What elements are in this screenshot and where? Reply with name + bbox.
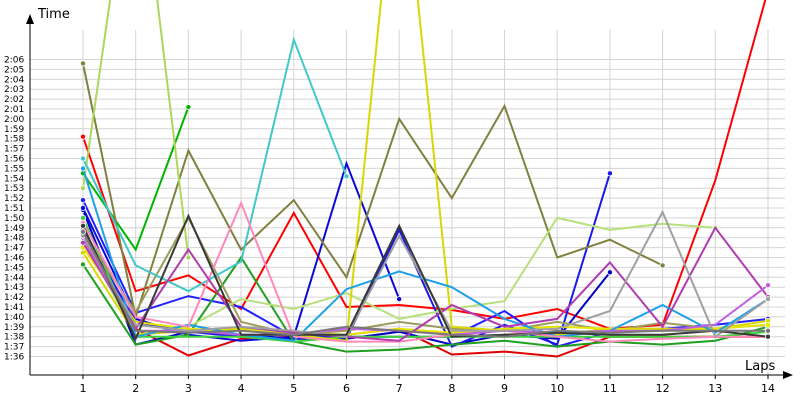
axes: Time Laps (26, 7, 793, 379)
series-point (80, 155, 87, 162)
series-point (606, 269, 613, 276)
y-tick-label: 1:48 (4, 234, 24, 244)
x-tick-label: 1 (80, 382, 87, 395)
x-tick-label: 2 (132, 382, 139, 395)
series-point (80, 261, 87, 268)
y-tick-label: 2:06 (4, 56, 24, 66)
series-line (82, 106, 190, 252)
y-tick-label: 1:53 (4, 184, 24, 194)
y-tick-label: 1:47 (4, 244, 24, 254)
series-point (80, 222, 87, 229)
series-point (396, 296, 403, 303)
y-tick-label: 1:45 (4, 263, 24, 273)
series-point (80, 185, 87, 192)
series-line (82, 0, 767, 330)
x-tick-label: 5 (290, 382, 297, 395)
series-16 (80, 36, 350, 293)
y-tick-label: 2:04 (4, 75, 24, 85)
y-tick-label: 1:41 (4, 303, 24, 313)
y-tick-label: 1:55 (4, 164, 24, 174)
y-axis-title: Time (37, 7, 70, 22)
series-point (765, 296, 772, 303)
series-line (82, 213, 769, 342)
x-tick-label: 8 (448, 382, 455, 395)
series-lines (80, 0, 772, 358)
series-point (80, 214, 87, 221)
series-point (765, 333, 772, 340)
series-point (80, 228, 87, 235)
y-tick-label: 1:38 (4, 333, 24, 343)
series-point (80, 204, 87, 211)
x-tick-label: 6 (343, 382, 350, 395)
tick-labels: 1:361:371:381:391:401:411:421:431:441:45… (4, 56, 775, 396)
y-tick-label: 1:43 (4, 283, 24, 293)
series-point (185, 254, 192, 261)
series-23 (80, 228, 772, 338)
y-tick-label: 1:42 (4, 293, 24, 303)
series-point (80, 165, 87, 172)
series-point (765, 327, 772, 334)
series-22 (80, 213, 772, 342)
x-tick-label: 10 (550, 382, 564, 395)
y-tick-label: 1:51 (4, 204, 24, 214)
x-axis-title: Laps (745, 359, 775, 374)
x-tick-label: 14 (761, 382, 775, 395)
y-tick-label: 1:44 (4, 273, 24, 283)
y-tick-label: 2:03 (4, 85, 24, 95)
y-tick-label: 1:37 (4, 343, 24, 353)
y-tick-label: 2:02 (4, 95, 24, 105)
series-point (80, 133, 87, 140)
series-point (765, 321, 772, 328)
y-tick-label: 1:59 (4, 125, 24, 135)
y-tick-label: 1:50 (4, 214, 24, 224)
x-tick-label: 3 (185, 382, 192, 395)
series-point (765, 282, 772, 289)
y-tick-label: 2:00 (4, 115, 24, 125)
series-line (82, 200, 768, 343)
x-tick-label: 12 (656, 382, 670, 395)
series-line (82, 231, 768, 338)
series-point (80, 60, 87, 67)
y-tick-label: 2:05 (4, 65, 24, 75)
x-tick-label: 7 (396, 382, 403, 395)
series-point (185, 104, 192, 111)
y-tick-label: 1:52 (4, 194, 24, 204)
x-tick-label: 11 (603, 382, 617, 395)
x-axis-arrow (783, 371, 793, 379)
y-tick-label: 1:46 (4, 254, 24, 264)
series-1 (80, 0, 767, 330)
series-point (606, 170, 613, 177)
y-tick-label: 1:49 (4, 224, 24, 234)
x-tick-label: 9 (501, 382, 508, 395)
series-line (82, 217, 769, 343)
y-tick-label: 1:54 (4, 174, 24, 184)
series-point (659, 262, 666, 269)
y-tick-label: 1:58 (4, 135, 24, 145)
series-point (80, 197, 87, 204)
y-tick-label: 1:36 (4, 353, 24, 363)
series-line (82, 0, 190, 258)
y-tick-label: 2:01 (4, 105, 24, 115)
series-12 (80, 0, 192, 261)
x-tick-label: 4 (238, 382, 245, 395)
y-axis-arrow (26, 14, 34, 24)
x-tick-label: 13 (708, 382, 722, 395)
y-tick-label: 1:56 (4, 155, 24, 165)
y-tick-label: 1:40 (4, 313, 24, 323)
y-tick-label: 1:39 (4, 323, 24, 333)
series-line (82, 225, 769, 342)
series-point (343, 173, 350, 180)
y-tick-label: 1:57 (4, 145, 24, 155)
